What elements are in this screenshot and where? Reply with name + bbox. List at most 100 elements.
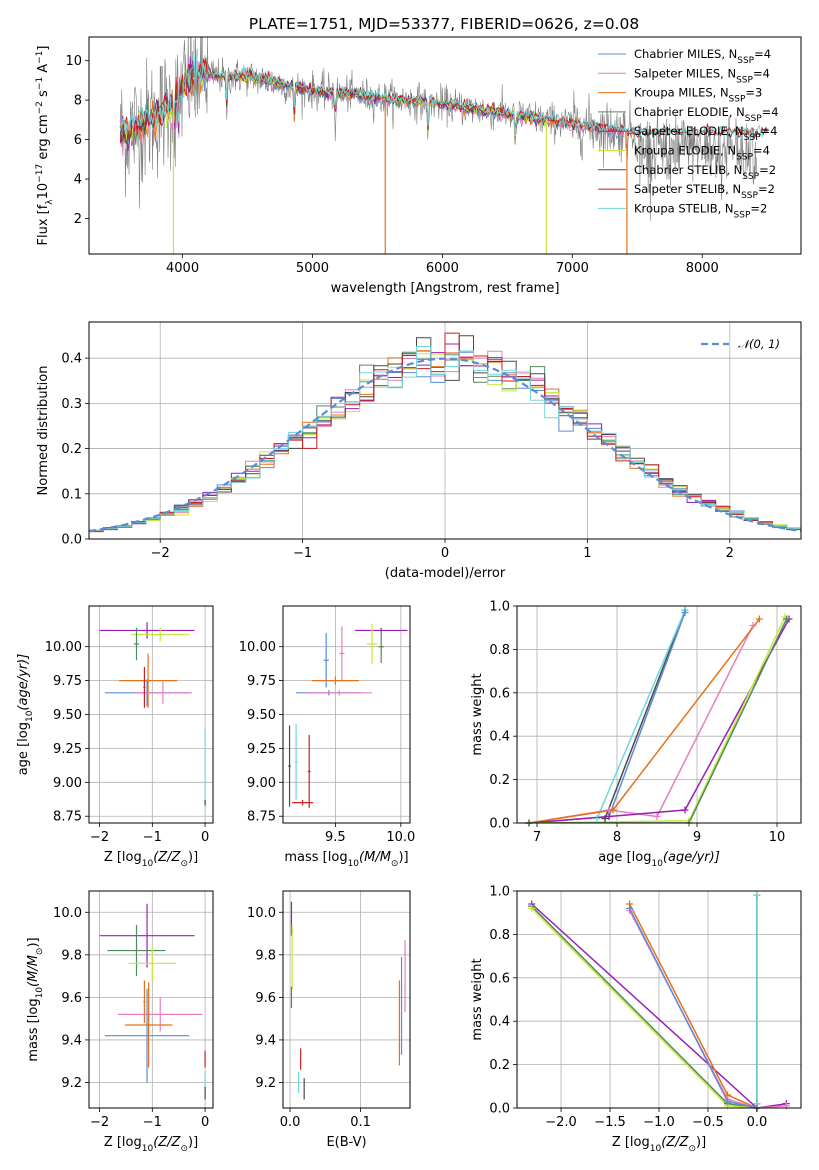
y-tick-label: 6 <box>74 133 82 148</box>
x-tick-label: 2 <box>726 546 734 561</box>
y-tick-label: 10.0 <box>247 906 276 921</box>
legend-label: Kroupa STELIB, NSSP=2 <box>634 201 767 220</box>
x-tick-label: 0 <box>201 830 209 845</box>
legend-label: Chabrier ELODIE, NSSP=4 <box>634 105 779 124</box>
weight-line-chabrier_stelib <box>604 610 686 819</box>
plot-area <box>528 610 790 823</box>
y-tick-label: 9.00 <box>53 776 82 791</box>
plot-area <box>288 623 408 809</box>
y-tick-label: 9.4 <box>61 1033 82 1048</box>
x-tick-label: 5000 <box>296 261 329 276</box>
x-axis-label: mass [log10(M/M⊙)] <box>284 850 408 869</box>
weight_vs_age-panel: 7 8 9 10 0.0 0.2 0.4 0.6 0.8 1.0 age [log10(age/yr… <box>470 600 802 869</box>
gridlines <box>89 891 213 1108</box>
y-tick-label: 0.4 <box>61 352 82 367</box>
x-tick-label: −2 <box>90 830 109 845</box>
y-axis-label: Flux [fλ10−17 erg cm−2 s−1 A−1] <box>35 46 55 246</box>
x-tick-label: −1 <box>143 830 162 845</box>
weight-line-chabrier_miles <box>628 908 758 1108</box>
y-tick-label: 9.00 <box>247 776 276 791</box>
legend-label: Salpeter ELODIE, NSSP=4 <box>634 124 777 143</box>
y-tick-label: 9.8 <box>61 948 82 963</box>
y-axis-label: mass weight <box>470 673 485 755</box>
y-tick-label: 0.4 <box>489 1015 510 1030</box>
weight-point <box>749 622 757 630</box>
x-axis-label: (data-model)/error <box>385 566 506 581</box>
y-tick-label: 10.00 <box>45 640 82 655</box>
x-tick-label: −0.5 <box>692 1115 724 1130</box>
y-tick-label: 4 <box>74 173 82 188</box>
y-tick-label: 8.75 <box>53 810 82 825</box>
y-tick-label: 0.0 <box>489 817 510 832</box>
x-tick-label: 10 <box>769 830 786 845</box>
histogram-kroupa_elodie <box>89 353 801 532</box>
figure-title: PLATE=1751, MJD=53377, FIBERID=0626, z=0… <box>249 15 639 33</box>
y-tick-label: 0.8 <box>489 928 510 943</box>
x-tick-label: −1.5 <box>594 1115 626 1130</box>
weight-point <box>601 815 609 823</box>
y-tick-label: 10 <box>65 54 82 69</box>
weight-point <box>605 812 613 820</box>
weight-point <box>783 615 791 623</box>
weight-point <box>681 609 689 617</box>
weight-point <box>681 806 689 814</box>
legend-label: Salpeter STELIB, NSSP=2 <box>634 182 775 201</box>
axes-frame <box>88 890 214 1109</box>
y-tick-label: 9.2 <box>61 1076 82 1091</box>
normal-curve <box>89 357 801 533</box>
legend-label: Chabrier STELIB, NSSP=2 <box>634 163 776 182</box>
y-tick-label: 0.6 <box>489 686 510 701</box>
age_vs_z-panel: −2 −1 0 8.75 9.00 9.25 9.50 9.75 10.00 Z [log10(Z… <box>16 605 214 869</box>
plot-area <box>290 901 406 1100</box>
axes-frame <box>282 890 411 1109</box>
gridlines <box>89 606 213 823</box>
axes-frame <box>516 605 802 824</box>
x-axis-label: Z [log10(Z/Z⊙)] <box>104 850 198 869</box>
y-tick-label: 9.75 <box>53 674 82 689</box>
x-tick-label: 9.5 <box>325 830 346 845</box>
weight-point <box>755 615 763 623</box>
legend-label: 𝒩(0, 1) <box>738 337 780 351</box>
y-tick-label: 0.2 <box>61 442 82 457</box>
residuals-panel: −2 −1 0 1 2 0.0 0.1 0.2 0.3 0.4 (data-model)/error… <box>36 321 802 581</box>
x-axis-label: Z [log10(Z/Z⊙)] <box>612 1135 706 1154</box>
mass_vs_z-panel: −2 −1 0 9.2 9.4 9.6 9.8 10.0 Z [log10(Z/Z⊙)] mass… <box>26 890 214 1154</box>
y-tick-label: 8.75 <box>247 810 276 825</box>
x-axis-label: age [log10(age/yr)] <box>598 850 720 869</box>
age_vs_mass-panel: 9.5 10.0 8.75 9.00 9.25 9.50 9.75 10.00 mass [lo… <box>239 605 415 869</box>
weight-point <box>626 904 634 912</box>
y-axis-label: Normed distribution <box>36 366 51 496</box>
y-tick-label: 9.6 <box>255 991 276 1006</box>
weight-point <box>609 806 617 814</box>
plot-area <box>99 903 206 1100</box>
y-axis-label: mass weight <box>470 958 485 1040</box>
plot-area <box>99 622 206 810</box>
model-spectrum-salpeter_elodie <box>119 56 547 152</box>
x-axis-label: E(B-V) <box>326 1135 366 1150</box>
x-tick-label: 8 <box>613 830 621 845</box>
weight_vs_z-panel: −2.0 −1.5 −1.0 −0.5 0.0 0.0 0.2 0.4 0.6 0.8 1.0 Z [… <box>470 885 802 1154</box>
y-tick-label: 2 <box>74 212 82 227</box>
weight-point <box>653 812 661 820</box>
x-tick-label: 0.1 <box>350 1115 371 1130</box>
weight-point <box>528 904 536 912</box>
weight-line-kroupa_elodie <box>528 616 786 823</box>
y-tick-label: 9.2 <box>255 1076 276 1091</box>
x-tick-label: 9 <box>693 830 701 845</box>
y-tick-label: 9.4 <box>255 1033 276 1048</box>
x-tick-label: −2 <box>90 1115 109 1130</box>
legend-label: Kroupa MILES, NSSP=3 <box>634 86 762 105</box>
x-tick-label: −2 <box>151 546 170 561</box>
gridlines <box>283 891 410 1108</box>
mass_vs_ebv-panel: 0.0 0.1 9.2 9.4 9.6 9.8 10.0 E(B-V) <box>247 890 411 1150</box>
plot-area <box>119 37 768 254</box>
x-axis-label: Z [log10(Z/Z⊙)] <box>104 1135 198 1154</box>
x-tick-label: 0 <box>441 546 449 561</box>
x-tick-label: −1 <box>143 1115 162 1130</box>
weight-point <box>593 815 601 823</box>
y-tick-label: 9.25 <box>247 742 276 757</box>
x-tick-label: 8000 <box>686 261 719 276</box>
axes-frame <box>88 36 802 255</box>
weight-line-chabrier_miles <box>528 612 686 823</box>
y-tick-label: 0.4 <box>489 730 510 745</box>
